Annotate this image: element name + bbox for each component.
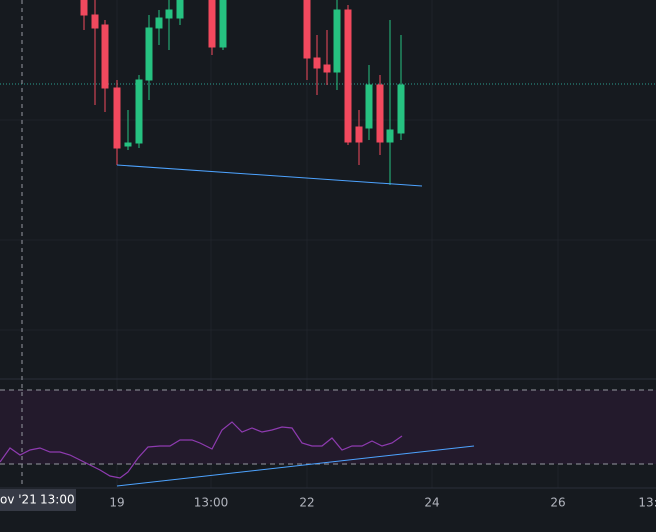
candles	[80, 0, 405, 185]
time-label: 13:00	[194, 496, 229, 510]
trend-line	[116, 164, 423, 187]
time-label: 26	[550, 496, 565, 510]
rsi-line	[0, 421, 403, 479]
time-label: 13:	[638, 496, 656, 510]
rsi-band	[0, 390, 656, 464]
crosshair-date: ov '21	[0, 493, 37, 507]
time-label: 22	[299, 496, 314, 510]
time-label: 24	[424, 496, 439, 510]
time-label: 19	[109, 496, 124, 510]
crosshair-time: 13:00	[40, 493, 75, 507]
crosshair-label-box	[0, 489, 76, 511]
rsi-trend-line	[116, 445, 475, 487]
